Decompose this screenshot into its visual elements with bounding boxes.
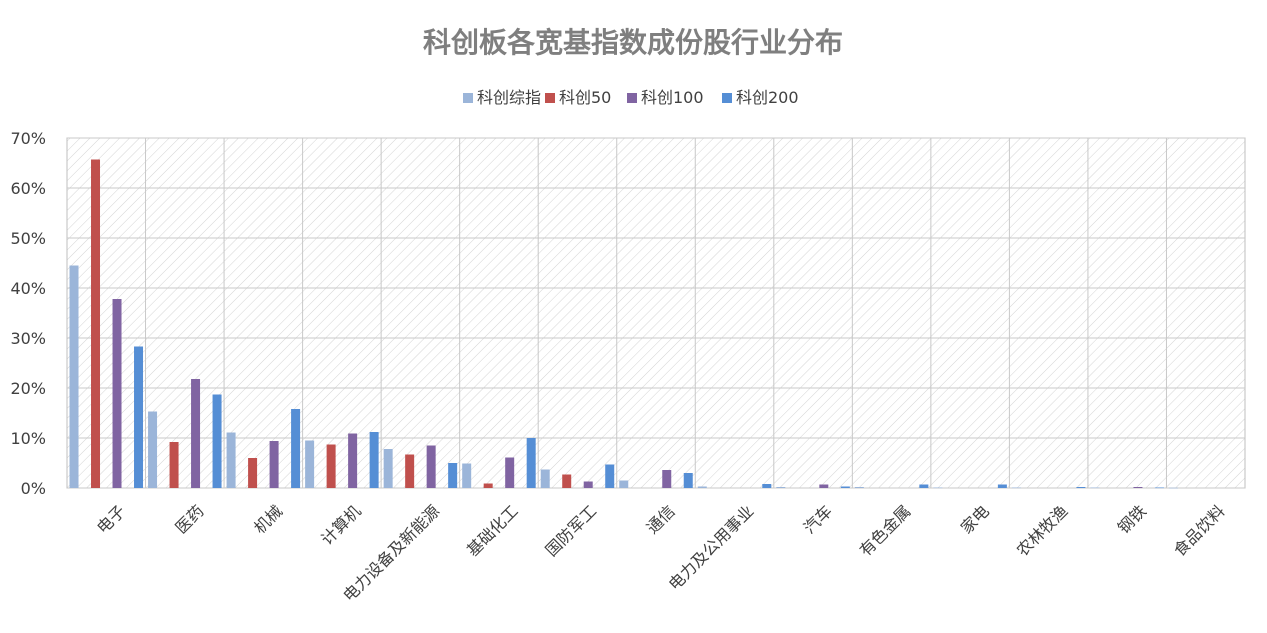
bar <box>933 487 943 489</box>
bar <box>583 481 593 488</box>
legend-swatch <box>463 93 473 103</box>
x-category-label: 汽车 <box>800 501 836 537</box>
gridlines <box>67 137 1245 489</box>
y-tick-label: 60% <box>10 179 46 198</box>
bar <box>169 442 179 488</box>
bar <box>148 411 158 488</box>
x-category-label: 钢铁 <box>1114 501 1150 537</box>
y-tick-label: 0% <box>21 479 46 498</box>
bar <box>697 486 707 488</box>
chart-title: 科创板各宽基指数成份股行业分布 <box>423 26 843 59</box>
x-category-label: 家电 <box>957 501 993 537</box>
bar <box>269 441 279 488</box>
y-tick-label: 10% <box>10 429 46 448</box>
x-category-label: 计算机 <box>317 501 364 548</box>
bar <box>819 484 829 488</box>
bar <box>405 454 415 488</box>
bar <box>291 409 301 488</box>
bar <box>1133 487 1143 488</box>
bar <box>462 463 472 488</box>
bars <box>69 159 1178 489</box>
bar <box>997 484 1007 488</box>
x-category-label: 食品饮料 <box>1170 501 1229 560</box>
bar <box>919 484 929 488</box>
bar <box>1076 487 1086 488</box>
x-category-label: 基础化工 <box>463 501 522 560</box>
y-axis: 0% 10% 20% 30% 40% 50% 60% 70% <box>10 129 46 498</box>
bar <box>305 440 315 488</box>
x-category-label: 通信 <box>643 501 679 537</box>
y-tick-label: 30% <box>10 329 46 348</box>
bar <box>1154 487 1164 489</box>
y-tick-label: 40% <box>10 279 46 298</box>
bar <box>776 487 786 488</box>
bar <box>248 458 258 488</box>
bar <box>1168 487 1178 489</box>
x-category-label: 电子 <box>93 501 129 537</box>
legend: 科创综指 科创50 科创100 科创200 <box>463 88 799 107</box>
x-category-label: 机械 <box>250 501 286 537</box>
x-category-label: 有色金属 <box>856 501 915 560</box>
bar <box>840 486 850 488</box>
bar <box>226 432 236 488</box>
bar <box>369 432 379 488</box>
legend-label: 科创50 <box>559 88 611 107</box>
bar <box>526 438 536 488</box>
bar <box>348 433 358 488</box>
legend-swatch <box>545 93 555 103</box>
y-tick-label: 20% <box>10 379 46 398</box>
bar <box>134 346 144 488</box>
bar <box>540 469 550 488</box>
bar <box>212 394 222 488</box>
bar <box>762 484 772 488</box>
legend-label: 科创100 <box>641 88 704 107</box>
legend-label: 科创200 <box>736 88 799 107</box>
bar <box>662 470 672 488</box>
bar <box>426 445 436 488</box>
y-tick-label: 50% <box>10 229 46 248</box>
x-category-label: 医药 <box>172 501 208 537</box>
bar <box>562 474 572 488</box>
legend-swatch <box>722 93 732 103</box>
bar <box>1090 487 1100 489</box>
bar <box>619 480 629 488</box>
plot-area <box>66 137 1246 489</box>
bar <box>1011 487 1021 489</box>
bar <box>683 473 693 488</box>
bar <box>112 299 122 488</box>
bar <box>69 265 79 488</box>
bar <box>854 487 864 488</box>
bar <box>91 159 101 488</box>
bar <box>605 464 615 488</box>
bar <box>383 449 393 488</box>
y-tick-label: 70% <box>10 129 46 148</box>
bar <box>448 463 458 488</box>
bar <box>191 379 201 488</box>
bar <box>483 483 493 488</box>
x-category-label: 农林牧渔 <box>1013 501 1072 560</box>
bar <box>326 444 336 488</box>
x-category-label: 国防军工 <box>542 501 601 560</box>
legend-label: 科创综指 <box>477 88 541 107</box>
x-category-label: 电力及公用事业 <box>665 501 758 594</box>
bar <box>505 457 515 488</box>
legend-swatch <box>627 93 637 103</box>
